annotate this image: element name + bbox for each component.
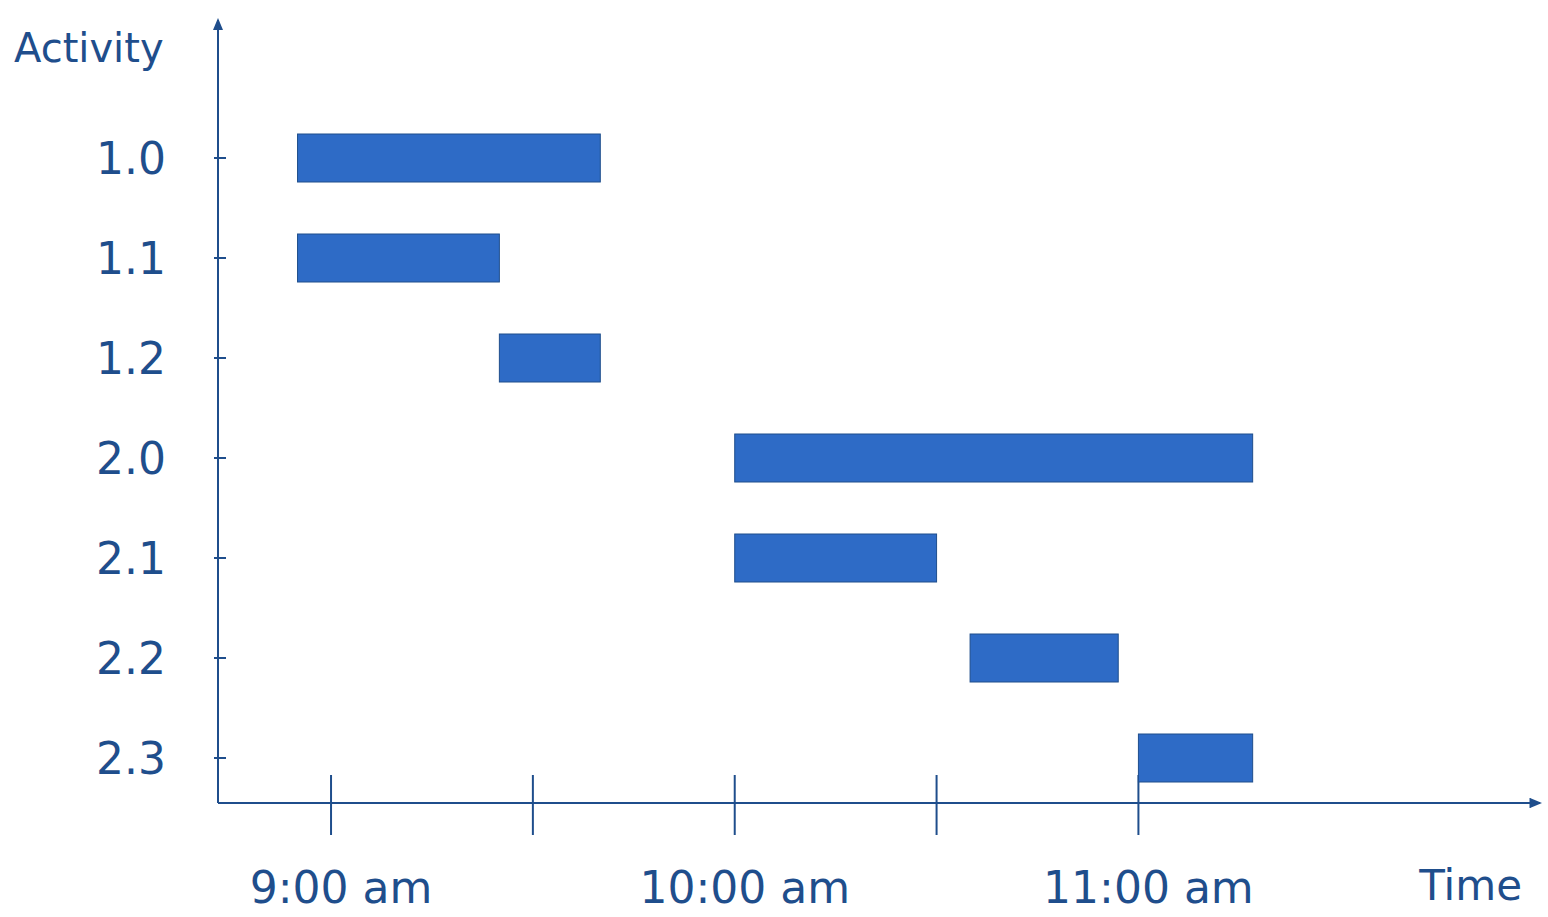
y-tick [214,157,226,159]
y-tick-label: 2.0 [96,433,166,484]
bars [298,134,1253,782]
y-tick [214,557,226,559]
chart-container: Activity 1.0 1.1 1.2 2.0 2.1 2.2 2.3 9:00 am 10:0… [0,0,1548,917]
y-tick [214,357,226,359]
gantt-bar [735,434,1253,482]
y-axis [217,20,219,803]
y-tick-label: 2.3 [96,733,166,784]
x-minor-tick [532,775,534,835]
chart: Activity 1.0 1.1 1.2 2.0 2.1 2.2 2.3 9:00 am 10:0… [0,0,1548,917]
y-tick-label: 2.1 [96,533,166,584]
x-tick-label: 9:00 am [250,862,433,913]
x-tick [1137,775,1139,835]
gantt-bar [499,334,600,382]
gantt-bar [735,534,937,582]
x-tick-label: 11:00 am [1043,862,1254,913]
gantt-bar [298,234,500,282]
y-tick [214,257,226,259]
x-tick-label: 10:00 am [639,862,850,913]
x-tick [330,775,332,835]
y-tick-label: 2.2 [96,633,166,684]
x-axis [218,802,1540,804]
x-range-end [1530,798,1531,808]
gantt-bar [970,634,1118,682]
x-tick [734,775,736,835]
y-axis-title: Activity [14,25,164,71]
gantt-bar [298,134,601,182]
y-tick [214,657,226,659]
gantt-bar [1138,734,1252,782]
y-tick-label: 1.1 [96,233,166,284]
y-tick [214,457,226,459]
y-tick-label: 1.0 [96,133,166,184]
y-tick-label: 1.2 [96,333,166,384]
x-axis-title: Time [1418,861,1522,910]
y-tick [214,757,226,759]
x-minor-tick [936,775,938,835]
